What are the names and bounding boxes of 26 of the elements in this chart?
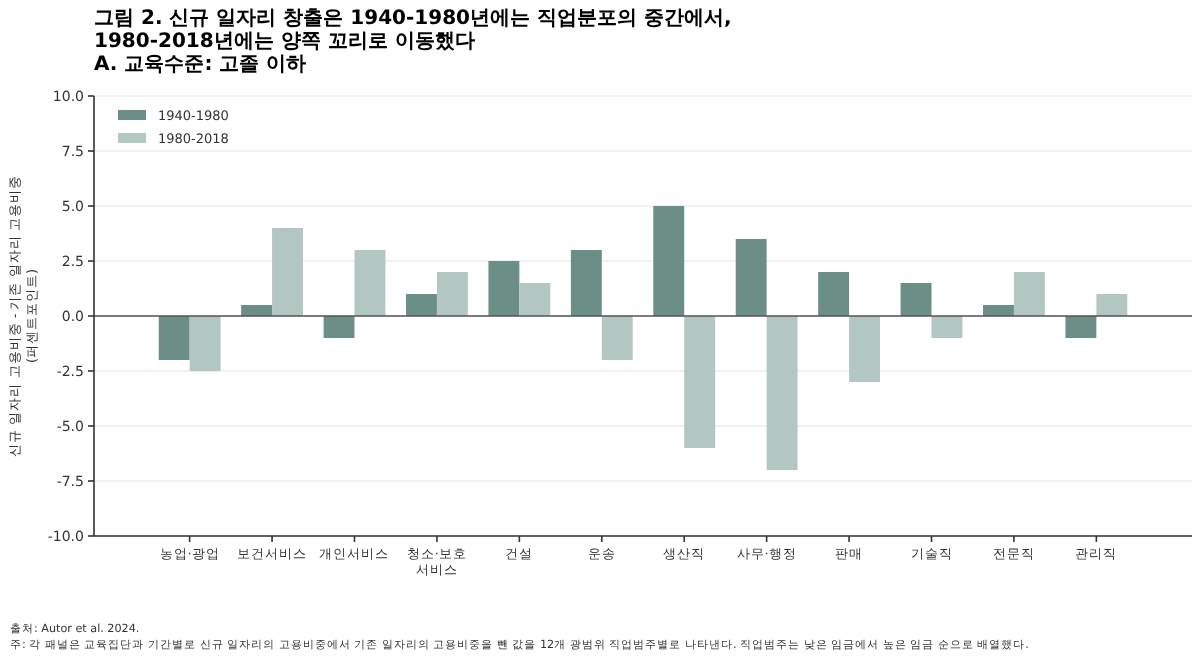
bar — [272, 228, 303, 316]
bar — [1013, 272, 1045, 316]
bar — [323, 316, 355, 338]
bar — [570, 250, 602, 316]
bar — [354, 250, 386, 316]
bar — [241, 305, 273, 316]
bar — [849, 316, 880, 382]
bar — [189, 316, 221, 371]
bar — [818, 272, 850, 316]
bar — [1096, 294, 1128, 316]
bar — [1065, 316, 1097, 338]
bar — [436, 272, 468, 316]
bar — [900, 283, 932, 316]
bar — [158, 316, 190, 360]
bar — [766, 316, 798, 470]
bar — [653, 206, 685, 316]
bar — [601, 316, 633, 360]
chart-title: 그림 2. 신규 일자리 창출은 1940-1980년에는 직업분포의 중간에서, 1980-2018년에는 양쪽 꼬리로 이동했다 — [94, 8, 732, 53]
chart-subtitle: A. 교육수준: 고졸 이하 — [94, 54, 307, 76]
bar — [488, 261, 520, 316]
bar — [684, 316, 716, 448]
bar — [519, 283, 551, 316]
bar — [983, 305, 1014, 316]
bar — [931, 316, 963, 338]
bar — [406, 294, 437, 316]
bar — [735, 239, 767, 316]
